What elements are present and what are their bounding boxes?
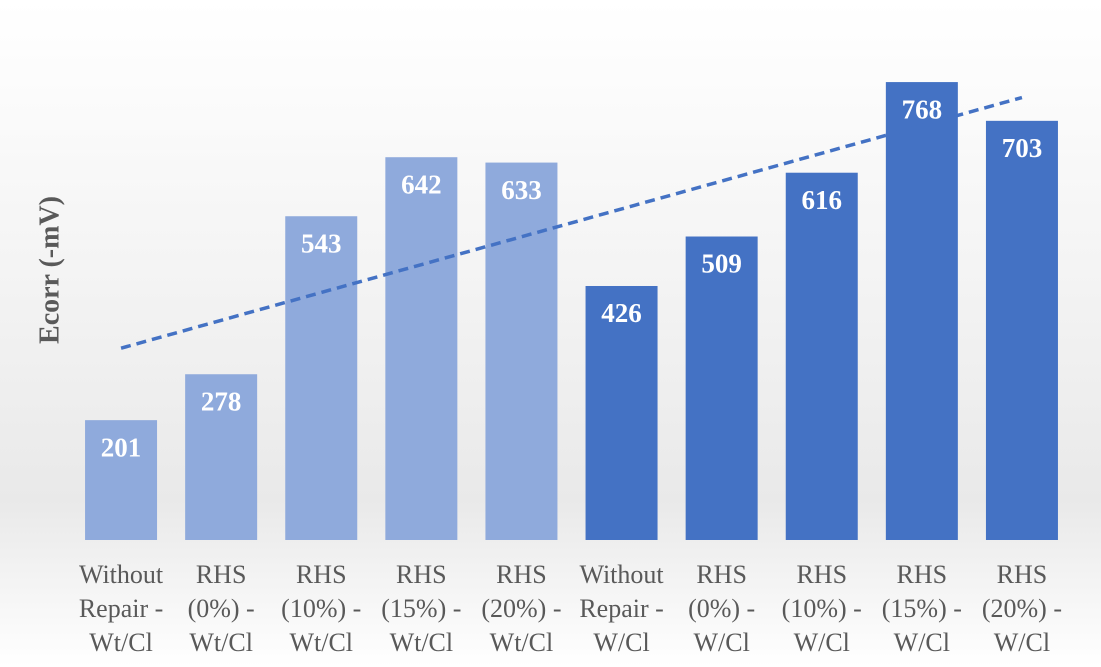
x-tick-label: RHS (15%) - W/Cl — [881, 560, 962, 657]
bar — [485, 162, 558, 541]
value-label: 633 — [501, 175, 542, 205]
bar — [85, 420, 158, 540]
trendline — [120, 95, 1023, 350]
value-label: 616 — [802, 185, 843, 215]
x-tick-label: RHS (20%) - W/Cl — [981, 560, 1062, 657]
bar — [385, 157, 458, 540]
x-tick-label: Without Repair - Wt/Cl — [78, 560, 164, 657]
value-label: 201 — [101, 432, 142, 462]
x-tick-label: RHS (20%) - Wt/Cl — [481, 560, 562, 657]
value-label: 426 — [601, 298, 642, 328]
x-tick-label: Without Repair - W/Cl — [579, 560, 664, 657]
bar — [285, 216, 358, 540]
value-label: 278 — [201, 386, 242, 416]
bar — [785, 172, 858, 540]
x-tick-label: RHS (15%) - Wt/Cl — [381, 560, 462, 657]
bar — [685, 236, 758, 541]
value-label: 642 — [401, 169, 442, 199]
value-label: 768 — [902, 94, 943, 124]
bar — [985, 120, 1058, 541]
value-label: 543 — [301, 228, 342, 258]
value-label: 703 — [1002, 133, 1043, 163]
x-tick-label: RHS (10%) - Wt/Cl — [281, 560, 362, 657]
bar — [185, 374, 258, 540]
bar — [585, 285, 658, 540]
y-axis-label: Ecorr (-mV) — [34, 196, 65, 344]
x-tick-label: RHS (0%) - W/Cl — [688, 560, 756, 657]
x-tick-label: RHS (10%) - W/Cl — [781, 560, 862, 657]
bar — [885, 82, 958, 540]
value-label: 509 — [701, 249, 742, 279]
x-tick-label: RHS (0%) - Wt/Cl — [187, 560, 255, 657]
